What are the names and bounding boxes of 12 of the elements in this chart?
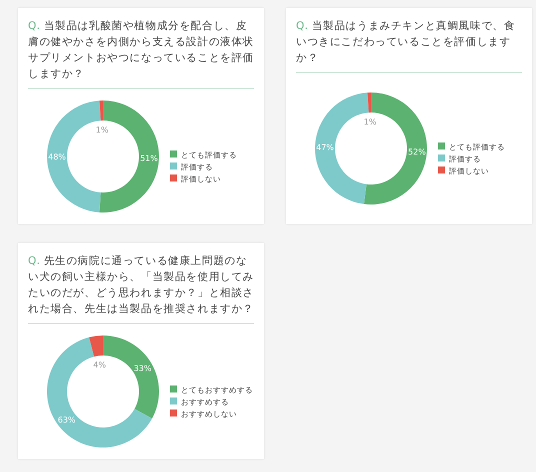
data-label: 47%: [316, 143, 334, 152]
data-label: 48%: [48, 152, 66, 162]
data-label: 1%: [96, 126, 109, 135]
chart-title: Q. 当製品は乳酸菌や植物成分を配合し、皮膚の健やかさを内側から支える設計の液体状サプリメントおやつになっていることを評価しますか？: [28, 18, 254, 89]
chart-title: Q. 当製品はうまみチキンと真鯛風味で、食いつきにこだわっていることを評価しますか？: [296, 18, 522, 73]
chart-title: Q. 先生の病院に通っている健康上問題のない犬の飼い主様から、「当製品を使用してみたいのだが、どう思われますか？」と相談された場合、先生は当製品を推奨されますか？: [28, 253, 254, 324]
data-label: 1%: [364, 118, 377, 127]
data-label: 51%: [140, 154, 158, 163]
data-label: 4%: [93, 360, 106, 370]
data-label: 63%: [58, 416, 76, 425]
data-label: 52%: [408, 147, 426, 156]
data-label: 33%: [134, 364, 152, 374]
